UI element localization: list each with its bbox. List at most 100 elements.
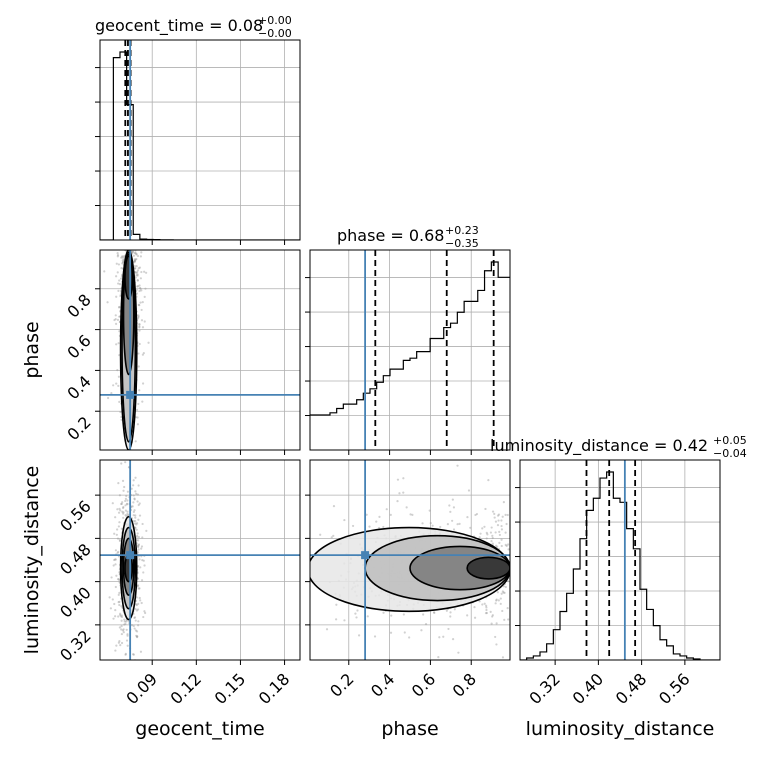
- sample-point: [485, 608, 488, 612]
- sample-point: [135, 603, 138, 606]
- sample-point: [127, 620, 130, 623]
- sample-point: [111, 598, 114, 601]
- sample-point: [137, 543, 140, 547]
- sample-point: [117, 525, 120, 528]
- sample-point: [496, 514, 500, 517]
- sample-point: [122, 261, 125, 264]
- sample-point: [118, 521, 121, 524]
- sample-point: [139, 277, 142, 280]
- sample-point: [134, 608, 137, 611]
- sample-point: [403, 631, 406, 634]
- sample-point: [484, 612, 488, 615]
- sample-point: [486, 533, 489, 536]
- sample-point: [119, 509, 122, 512]
- sample-point: [354, 612, 357, 615]
- sample-point: [378, 515, 381, 518]
- y-tick-label: 0.2: [63, 413, 94, 444]
- sample-point: [114, 549, 117, 552]
- sample-point: [124, 499, 127, 503]
- sample-point: [135, 528, 138, 531]
- sample-point: [137, 546, 140, 549]
- sample-point: [483, 525, 486, 528]
- sample-point: [506, 513, 509, 517]
- sample-point: [120, 632, 123, 636]
- sample-point: [114, 322, 118, 325]
- sample-point: [496, 524, 500, 527]
- x-tick-label: 0.32: [525, 669, 564, 708]
- sample-point: [118, 305, 121, 309]
- sample-point: [497, 519, 500, 522]
- sample-point: [128, 669, 130, 671]
- sample-point: [108, 596, 111, 599]
- sample-point: [378, 662, 380, 664]
- x-axis-label-phase: phase: [381, 718, 438, 740]
- panel-title-phase: phase = 0.68: [337, 226, 444, 245]
- sample-point: [335, 603, 338, 606]
- sample-point: [126, 644, 129, 647]
- sample-point: [490, 526, 493, 529]
- sample-point: [491, 534, 494, 537]
- sample-point: [115, 574, 118, 577]
- sample-point: [120, 628, 123, 631]
- sample-point: [120, 683, 122, 685]
- sample-point: [119, 410, 122, 414]
- sample-point: [133, 260, 136, 264]
- sample-point: [474, 513, 477, 517]
- sample-point: [115, 382, 118, 385]
- sample-point: [120, 625, 123, 628]
- sample-point: [118, 494, 122, 497]
- sample-point: [137, 535, 140, 539]
- sample-point: [484, 507, 487, 511]
- sample-point: [132, 501, 135, 504]
- sample-point: [122, 512, 125, 515]
- sample-point: [135, 609, 139, 612]
- sample-point: [138, 502, 141, 505]
- sample-point: [124, 497, 128, 500]
- sample-point: [120, 641, 124, 645]
- sample-point: [121, 260, 125, 263]
- sample-point: [135, 523, 138, 526]
- sample-point: [126, 490, 129, 493]
- sample-point: [138, 587, 141, 590]
- sample-point: [442, 635, 445, 638]
- sample-point: [131, 251, 135, 254]
- sample-point: [497, 513, 501, 516]
- sample-point: [133, 258, 136, 261]
- sample-point: [503, 618, 506, 621]
- sample-point: [504, 585, 507, 589]
- sample-point: [496, 545, 499, 548]
- sample-point: [133, 260, 137, 263]
- sample-point: [503, 591, 506, 594]
- sample-point: [137, 539, 140, 542]
- sample-point: [116, 252, 119, 255]
- sample-point: [133, 616, 137, 619]
- sample-point: [139, 255, 142, 258]
- sample-point: [122, 255, 125, 258]
- sample-point: [133, 259, 136, 262]
- sample-point: [438, 636, 441, 639]
- sample-point: [133, 509, 136, 512]
- sample-point: [449, 510, 452, 513]
- x-tick-label: 0.09: [122, 669, 161, 708]
- truth-marker: [126, 390, 135, 399]
- sample-point: [131, 251, 134, 254]
- sample-point: [506, 607, 509, 610]
- sample-point: [114, 558, 117, 561]
- sample-point: [136, 271, 139, 274]
- sample-point: [499, 597, 502, 600]
- sample-point: [144, 287, 147, 290]
- sample-point: [138, 289, 141, 293]
- y-tick-label: 0.40: [56, 583, 95, 622]
- sample-point: [445, 609, 448, 612]
- sample-point: [117, 282, 120, 285]
- sample-point: [343, 518, 346, 522]
- sample-point: [494, 635, 497, 639]
- sample-point: [113, 318, 116, 322]
- sample-point: [138, 304, 141, 307]
- sample-point: [134, 520, 137, 523]
- sample-point: [114, 516, 117, 519]
- sample-point: [494, 520, 498, 523]
- sample-point: [409, 513, 412, 516]
- sample-point: [110, 392, 113, 395]
- panel-frame: [99, 249, 301, 451]
